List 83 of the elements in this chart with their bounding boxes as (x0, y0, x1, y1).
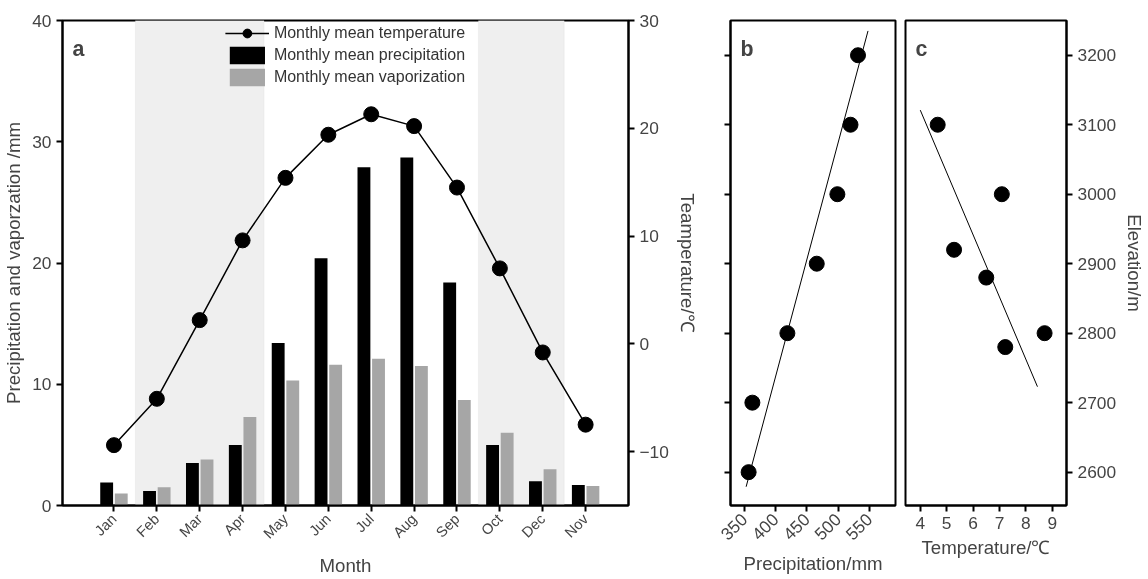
point (148, 390, 165, 407)
y-tick-label: 2800 (1077, 323, 1117, 344)
point (829, 186, 846, 203)
bar (286, 380, 300, 506)
x-tick-label: 4 (915, 512, 926, 533)
y-tick-label: 2600 (1077, 462, 1117, 483)
point (946, 241, 963, 258)
x-tick-label: Nov (561, 510, 592, 541)
point (997, 339, 1014, 356)
point (842, 116, 859, 133)
x-tick-label: Jul (352, 510, 377, 536)
x-axis-title: Precipitation/mm (743, 553, 883, 575)
y-tick-label: 10 (32, 374, 52, 395)
legend-label: Monthly mean vaporization (273, 68, 466, 86)
y-tick-label: 2900 (1077, 253, 1117, 274)
y-tick-label: 30 (32, 131, 52, 152)
x-axis-title: Month (319, 555, 372, 577)
point (491, 260, 508, 277)
y-tick-label: 2700 (1077, 392, 1117, 413)
text: c (915, 36, 928, 61)
y2-tick-label: 10 (639, 226, 659, 247)
bar (200, 459, 214, 506)
legend-label: Monthly mean precipitation (273, 46, 466, 64)
point (978, 269, 995, 286)
y2-tick-label: 30 (639, 10, 659, 31)
y2-tick-label: −10 (639, 441, 669, 462)
point (448, 179, 465, 196)
x-tick-label: 8 (1021, 512, 1031, 533)
y-tick-label: 0 (41, 495, 52, 516)
point (105, 437, 122, 454)
point (534, 344, 551, 361)
x-tick-label: Dec (518, 510, 549, 541)
legend-label: Monthly mean temperature (273, 24, 466, 42)
x-tick-label: Aug (390, 510, 420, 541)
x-tick-label: Mar (176, 510, 206, 540)
bar (457, 400, 471, 506)
y2-tick-label: 20 (639, 118, 659, 139)
x-tick-label: Jun (305, 510, 335, 539)
x-tick-label: 9 (1047, 512, 1058, 533)
point (929, 116, 946, 133)
y2-tick-label: 0 (639, 333, 650, 354)
x-tick-label: Apr (220, 510, 249, 539)
bar (114, 493, 128, 506)
y-tick-label: 20 (32, 253, 52, 273)
bar (414, 366, 428, 506)
y-axis-title: Elevation/m (1124, 214, 1146, 312)
point (577, 416, 594, 433)
point (191, 312, 208, 329)
point (277, 169, 294, 186)
point (363, 106, 380, 123)
y-axis-title: Precipitation and vaporzation /mm (3, 121, 25, 405)
bar (243, 416, 257, 506)
bar (586, 486, 600, 506)
y2-axis-title: Teamperature/℃ (676, 193, 698, 333)
text: b (740, 36, 754, 61)
point (744, 394, 761, 411)
y-tick-label: 3200 (1077, 45, 1117, 66)
x-tick-label: Feb (133, 510, 163, 541)
y-tick-label: 3000 (1077, 184, 1117, 205)
y-tick-label: 3100 (1077, 114, 1117, 135)
bar (329, 364, 343, 506)
x-tick-label: Oct (478, 510, 506, 539)
point (850, 47, 866, 64)
point (406, 118, 423, 135)
x-tick-label: Jan (91, 510, 120, 539)
point (320, 126, 337, 143)
point (740, 464, 757, 481)
point (808, 255, 825, 272)
x-axis-title: Temperature/℃ (921, 536, 1051, 558)
bar (157, 487, 171, 506)
point (234, 232, 251, 249)
x-tick-label: 6 (968, 512, 978, 533)
point (1036, 325, 1053, 342)
point (993, 186, 1010, 203)
x-tick-label: 5 (941, 512, 952, 533)
x-tick-label: Sep (432, 510, 463, 541)
bar (500, 432, 514, 506)
point (779, 325, 796, 342)
y-tick-label: 40 (32, 10, 52, 31)
x-tick-label: 7 (994, 512, 1005, 533)
text: a (72, 36, 85, 61)
bar (543, 469, 557, 506)
bar (372, 358, 385, 506)
